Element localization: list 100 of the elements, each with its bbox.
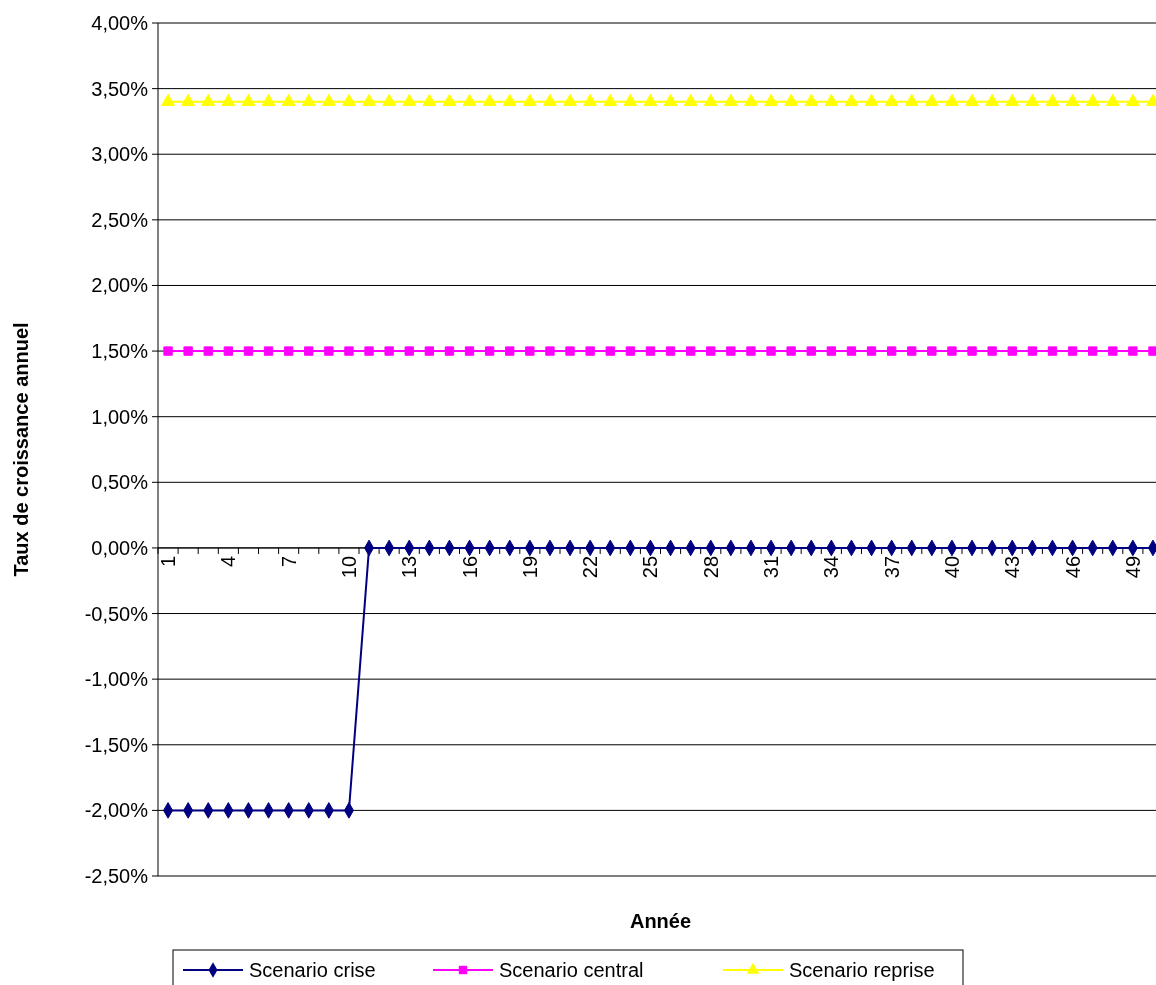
y-tick-label: 2,50%	[91, 208, 149, 231]
point	[565, 346, 575, 356]
x-tick-label: 34	[820, 555, 843, 579]
point	[243, 346, 254, 356]
point	[223, 346, 234, 356]
point	[201, 93, 216, 106]
point	[764, 93, 778, 106]
point	[786, 346, 796, 356]
point	[342, 93, 356, 106]
point	[1125, 93, 1140, 106]
point	[904, 93, 919, 106]
y-tick-label: 3,00%	[91, 143, 149, 166]
point	[965, 93, 979, 106]
y-axis-title: Taux de croissance annuel	[10, 322, 32, 577]
point	[864, 93, 879, 106]
point	[1128, 346, 1138, 356]
x-tick-label: 49	[1121, 555, 1144, 579]
point	[382, 93, 397, 106]
legend-label: Scenario central	[499, 959, 644, 981]
point	[424, 346, 435, 356]
point	[585, 346, 595, 356]
y-tick-label: 0,00%	[91, 536, 149, 559]
point	[462, 93, 477, 106]
y-tick-label: 2,00%	[91, 274, 149, 297]
y-tick-label: -1,50%	[84, 733, 149, 756]
point	[625, 346, 636, 356]
x-tick-label: 10	[337, 555, 360, 579]
point	[706, 346, 716, 356]
point	[181, 93, 196, 106]
point	[304, 346, 314, 356]
point	[324, 346, 334, 356]
point	[907, 346, 917, 356]
point	[1105, 93, 1120, 106]
point	[665, 346, 676, 356]
point	[947, 346, 957, 356]
point	[364, 346, 374, 356]
point	[362, 93, 376, 106]
y-tick-label: -0,50%	[84, 602, 149, 625]
x-tick-label: 46	[1061, 555, 1084, 579]
point	[1067, 346, 1078, 356]
point	[605, 346, 615, 356]
y-tick-label: -1,00%	[84, 668, 149, 691]
y-tick-label: -2,50%	[84, 865, 149, 887]
point	[723, 93, 738, 106]
x-tick-label: 31	[760, 555, 783, 579]
x-tick-label: 22	[579, 555, 602, 579]
point	[442, 93, 457, 106]
point	[924, 93, 939, 106]
point	[464, 346, 475, 356]
point	[482, 93, 497, 106]
point	[804, 93, 819, 106]
y-tick-label: -2,00%	[84, 799, 149, 822]
point	[301, 93, 316, 106]
point	[422, 93, 437, 106]
point	[384, 346, 394, 356]
point	[1047, 346, 1058, 356]
point	[241, 93, 256, 106]
point	[844, 93, 859, 106]
y-tick-label: 3,50%	[91, 77, 149, 100]
point	[502, 93, 517, 106]
point	[543, 93, 557, 106]
y-tick-label: 1,00%	[91, 405, 149, 428]
point	[945, 93, 959, 106]
point	[866, 346, 877, 356]
point	[1065, 93, 1080, 106]
x-tick-label: 37	[880, 555, 903, 579]
point	[583, 93, 598, 106]
point	[726, 346, 736, 356]
point	[1045, 93, 1060, 106]
point	[824, 93, 839, 106]
point	[522, 93, 537, 106]
x-tick-label: 19	[518, 555, 541, 579]
point	[927, 346, 937, 356]
point	[987, 346, 997, 356]
point	[563, 93, 577, 106]
x-tick-label: 40	[940, 555, 963, 579]
point	[703, 93, 718, 106]
y-tick-label: 1,50%	[91, 340, 149, 363]
point	[886, 346, 897, 356]
point	[744, 93, 758, 106]
point	[221, 93, 236, 106]
point	[746, 346, 756, 356]
point	[685, 346, 696, 356]
point	[1108, 346, 1118, 356]
point	[663, 93, 678, 106]
x-axis-title: Année	[629, 910, 692, 932]
legend-label: Scenario crise	[249, 959, 376, 981]
point	[643, 93, 658, 106]
point	[766, 346, 776, 356]
point	[402, 93, 417, 106]
point	[884, 93, 899, 106]
x-tick-label: 16	[458, 555, 481, 579]
point	[1087, 346, 1098, 356]
point	[1085, 93, 1100, 106]
point	[183, 346, 193, 356]
x-tick-label: 28	[699, 555, 722, 579]
y-tick-label: 4,00%	[91, 12, 149, 34]
point	[203, 346, 213, 356]
point	[603, 93, 618, 106]
point	[846, 346, 857, 356]
